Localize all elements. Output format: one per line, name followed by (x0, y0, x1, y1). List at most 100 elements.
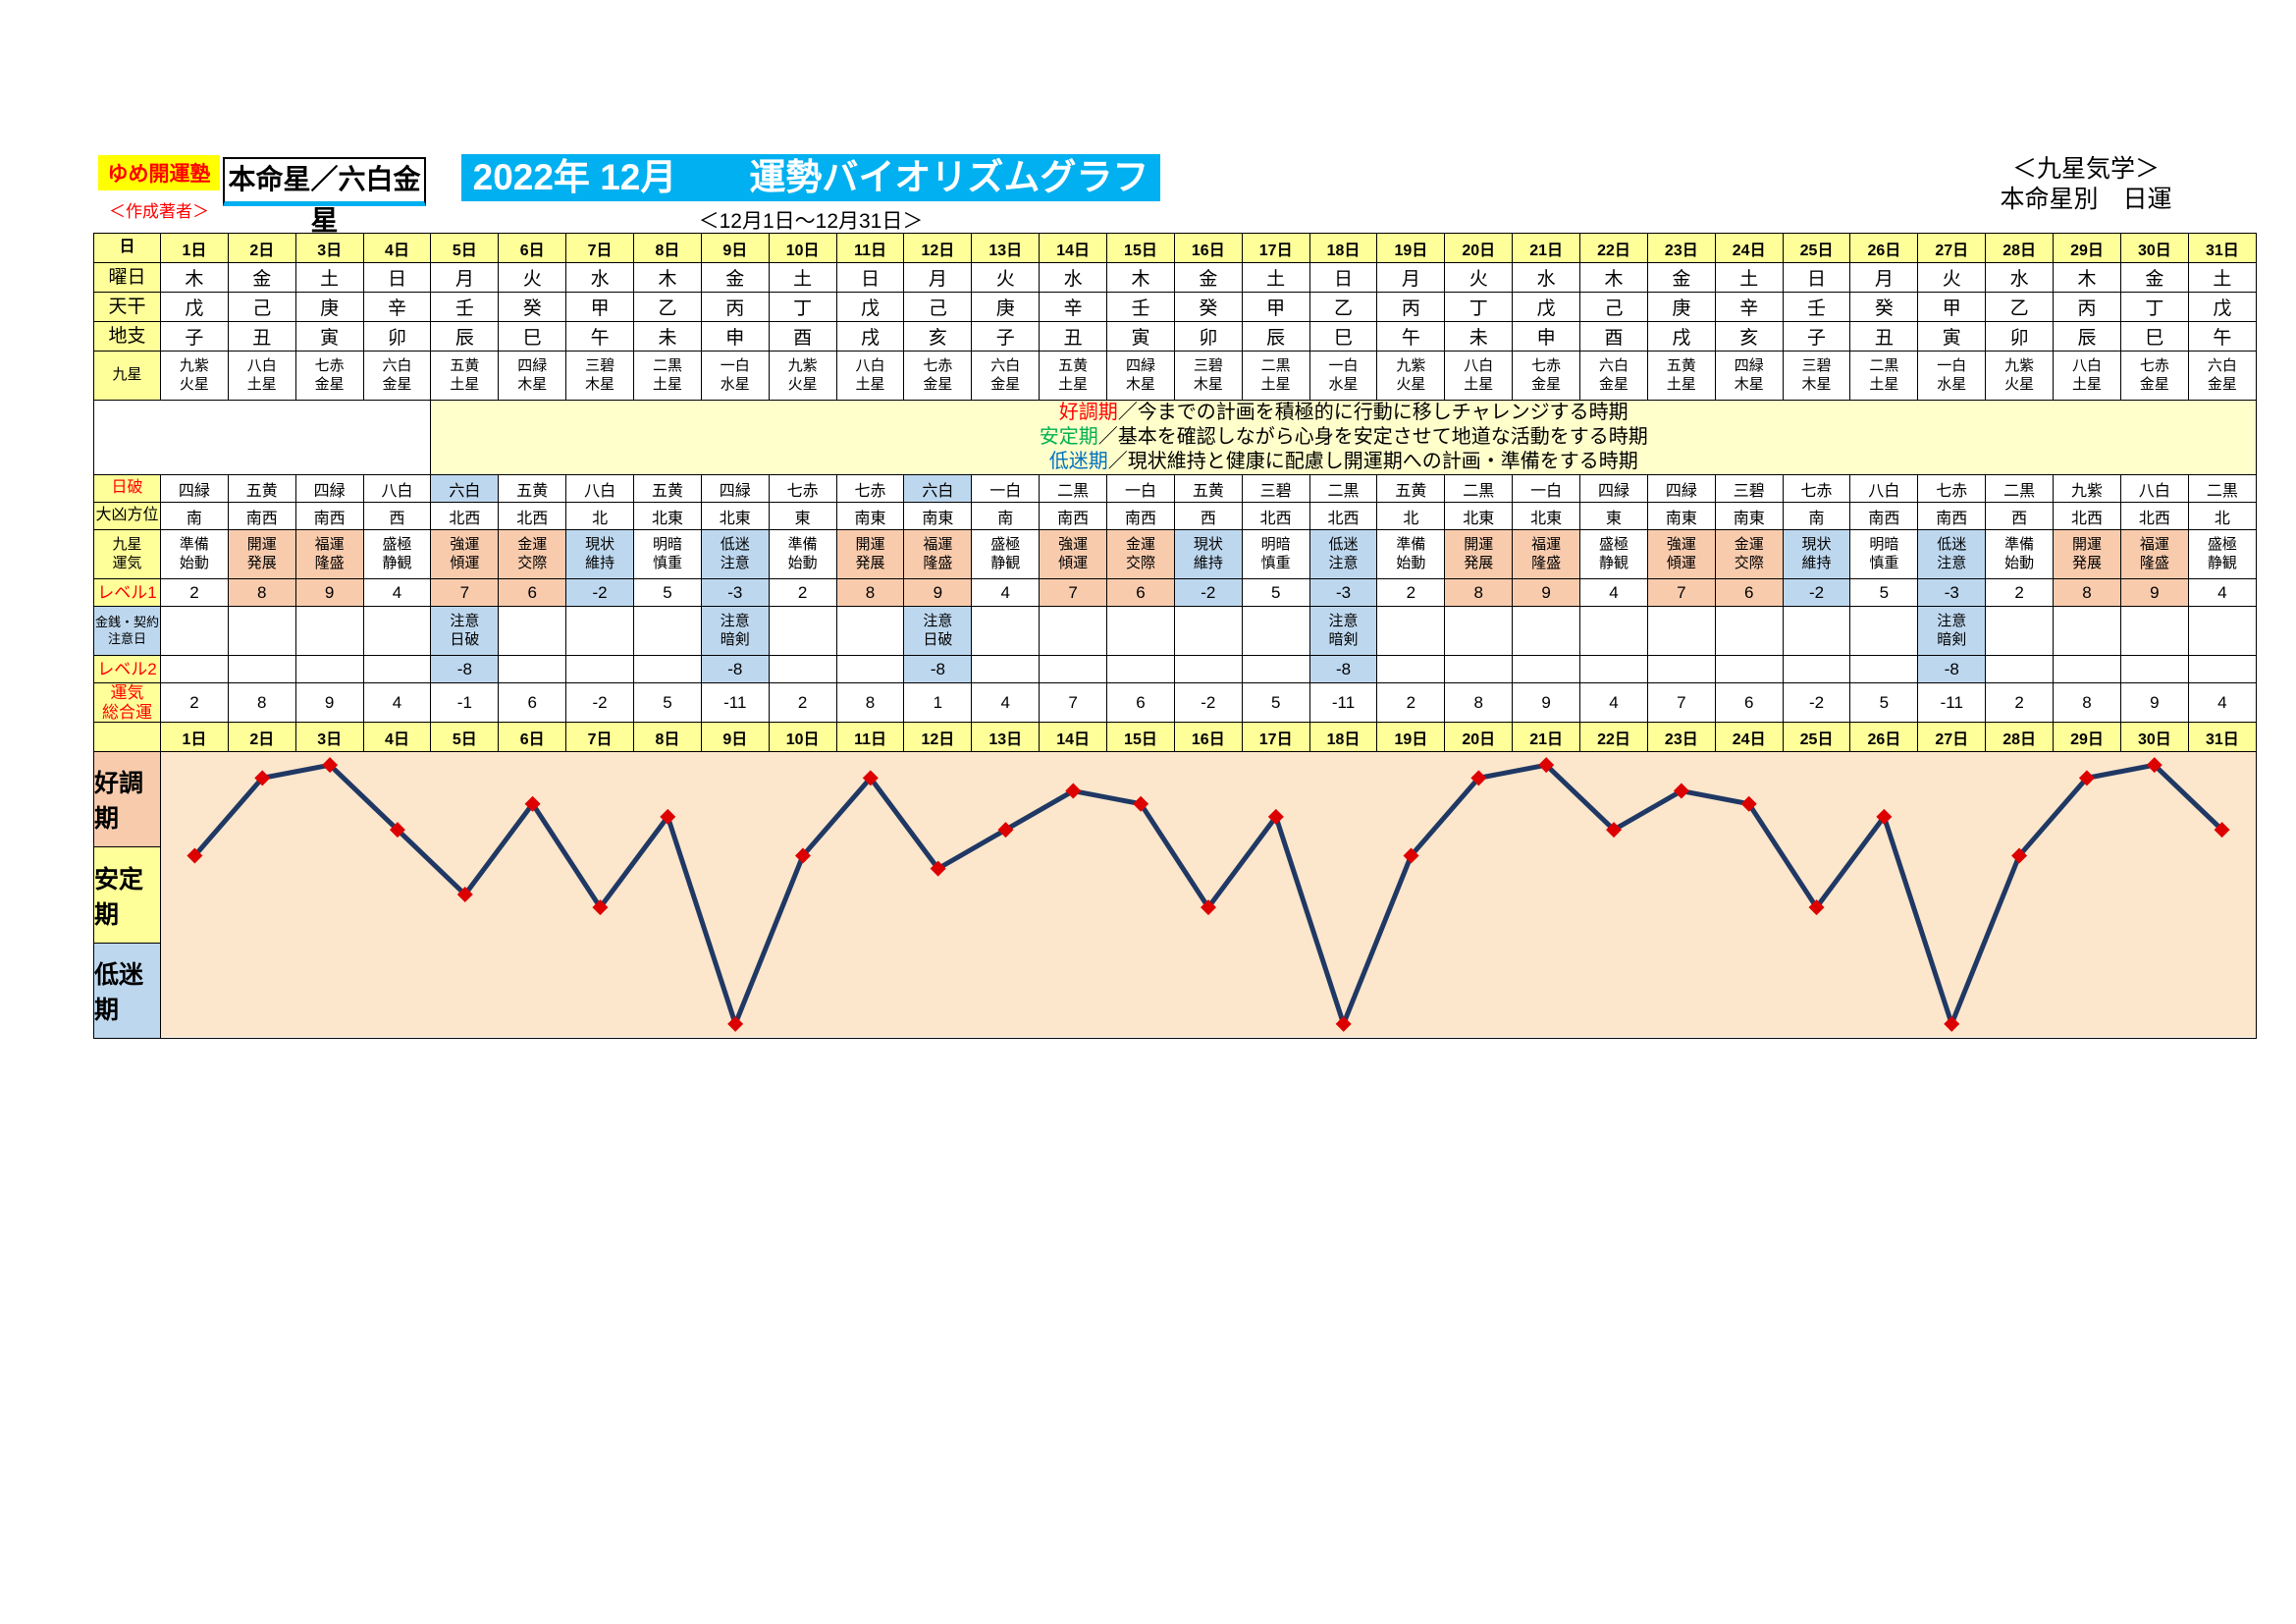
tenkan-cell: 甲 (1917, 292, 1987, 322)
level1-cell: -3 (1917, 578, 1987, 607)
caution-cell (1106, 606, 1175, 656)
biorhythm-line-chart (161, 752, 2256, 1038)
chart-marker (1267, 809, 1284, 826)
day-header-cell: 26日 (1849, 233, 1919, 263)
daikyo-cell: 南西 (1917, 502, 1987, 530)
weekday-cell: 土 (768, 262, 837, 293)
tenkan-cell: 癸 (498, 292, 567, 322)
kyusei-cell: 七赤 金星 (903, 351, 973, 401)
weekday-cell: 月 (1849, 262, 1919, 293)
day-header-cell: 28日 (1985, 233, 2055, 263)
total-cell: 9 (2119, 681, 2189, 724)
chart-marker (794, 847, 811, 864)
level1-cell: 7 (1039, 578, 1108, 607)
nippa-cell: 五黄 (227, 474, 296, 503)
level2-cell (565, 655, 635, 683)
weekday-cell: 水 (1985, 262, 2055, 293)
nippa-cell: 八白 (362, 474, 432, 503)
nippa-cell: 四緑 (1579, 474, 1648, 503)
day-footer-cell: 19日 (1376, 722, 1446, 753)
kyusei-cell: 二黒 土星 (1241, 351, 1310, 401)
chishi-cell: 戌 (1646, 321, 1716, 352)
daikyo-cell: 南 (971, 502, 1041, 530)
unki-cell: 明暗 慎重 (1849, 529, 1919, 579)
tenkan-cell: 癸 (1849, 292, 1919, 322)
level2-cell: -8 (700, 655, 770, 683)
daikyo-cell: 南西 (1849, 502, 1919, 530)
total-cell: 4 (2187, 681, 2258, 724)
caution-cell (1985, 606, 2055, 656)
total-cell: 5 (633, 681, 702, 724)
unki-cell: 開運 発展 (227, 529, 296, 579)
tenkan-cell: 壬 (1106, 292, 1175, 322)
nippa-cell: 五黄 (498, 474, 567, 503)
level2-cell (2053, 655, 2121, 683)
kyusei-cell: 二黒 土星 (633, 351, 702, 401)
level1-cell: 9 (294, 578, 364, 607)
total-cell: 6 (1106, 681, 1175, 724)
row-kyusei: 九星 九紫 火星 八白 土星 七赤 金星 六白 金星 五黄 土星 四緑 木星 三碧 木星 二黒 … (93, 351, 2258, 401)
tenkan-cell: 壬 (1782, 292, 1851, 322)
level1-cell: -2 (1782, 578, 1851, 607)
tenkan-cell: 癸 (1173, 292, 1243, 322)
day-header-cell: 5日 (430, 233, 500, 263)
unki-cell: 現状 維持 (565, 529, 635, 579)
daikyo-cell: 東 (768, 502, 837, 530)
chishi-cell: 寅 (1106, 321, 1175, 352)
day-header-cell: 4日 (362, 233, 432, 263)
nippa-cell: 四緑 (1646, 474, 1716, 503)
unki-cell: 低迷 注意 (700, 529, 770, 579)
nippa-cell: 八白 (1849, 474, 1919, 503)
unki-cell: 低迷 注意 (1308, 529, 1378, 579)
day-footer-cell: 25日 (1782, 722, 1851, 753)
level2-cell (1173, 655, 1243, 683)
content: 日 1日 2日 3日 4日 5日 6日 7日 8日 9日 10日 11日 12日 13日 14日 15日 16日… (92, 233, 2258, 1040)
day-header-cell: 13日 (971, 233, 1041, 263)
day-header-cell: 2日 (227, 233, 296, 263)
chishi-cell: 亥 (1714, 321, 1784, 352)
level2-cell (1512, 655, 1581, 683)
level1-cell: 8 (835, 578, 905, 607)
level1-cell: 2 (160, 578, 229, 607)
weekday-cell: 水 (565, 262, 635, 293)
total-cell: 5 (1849, 681, 1919, 724)
total-cell: -11 (1308, 681, 1378, 724)
level1-cell: 2 (1985, 578, 2055, 607)
kyusei-cell: 八白 土星 (2053, 351, 2121, 401)
kyusei-cell: 七赤 金星 (2119, 351, 2189, 401)
caution-cell: 注意 日破 (430, 606, 500, 656)
level1-cell: -3 (1308, 578, 1378, 607)
row-level1: レベル1 2 8 9 4 7 6 -2 5 -3 2 8 9 4 7 6 -2 5 -3 2 8 9 4 7 6 -2 5 -3 2 8 9… (93, 578, 2258, 607)
chishi-cell: 申 (1512, 321, 1581, 352)
chishi-cell: 酉 (1579, 321, 1648, 352)
tenkan-cell: 乙 (633, 292, 702, 322)
nippa-cell: 二黒 (1308, 474, 1378, 503)
total-cell: 6 (498, 681, 567, 724)
chishi-cell: 寅 (294, 321, 364, 352)
tenkan-cell: 乙 (1308, 292, 1378, 322)
unki-cell: 金運 交際 (498, 529, 567, 579)
total-cell: -11 (1917, 681, 1987, 724)
level1-cell: 6 (1714, 578, 1784, 607)
legend-term: 好調期 (1058, 402, 1118, 423)
level1-cell: 4 (362, 578, 432, 607)
chart-marker (1065, 783, 1082, 799)
level1-cell: 2 (768, 578, 837, 607)
chart-marker (524, 795, 541, 812)
day-header-cell: 25日 (1782, 233, 1851, 263)
level1-cell: 4 (1579, 578, 1648, 607)
nippa-cell: 五黄 (1173, 474, 1243, 503)
page-title: 2022年 12月 運勢バイオリズムグラフ (461, 154, 1160, 201)
caution-cell: 注意 暗剣 (1308, 606, 1378, 656)
level2-cell (1985, 655, 2055, 683)
kyusei-cell: 六白 金星 (1579, 351, 1648, 401)
kyusei-cell: 六白 金星 (971, 351, 1041, 401)
kyusei-cell: 四緑 木星 (1714, 351, 1784, 401)
caution-cell (227, 606, 296, 656)
caution-cell (2053, 606, 2121, 656)
row-level2-label: レベル2 (93, 655, 161, 683)
chart-marker (2214, 822, 2230, 839)
row-level1-label: レベル1 (93, 578, 161, 607)
weekday-cell: 日 (1782, 262, 1851, 293)
row-nippa: 日破 四緑 五黄 四緑 八白 六白 五黄 八白 五黄 四緑 七赤 七赤 六白 一白 二黒 一白 五黄 三碧 二黒 五黄… (93, 474, 2258, 503)
